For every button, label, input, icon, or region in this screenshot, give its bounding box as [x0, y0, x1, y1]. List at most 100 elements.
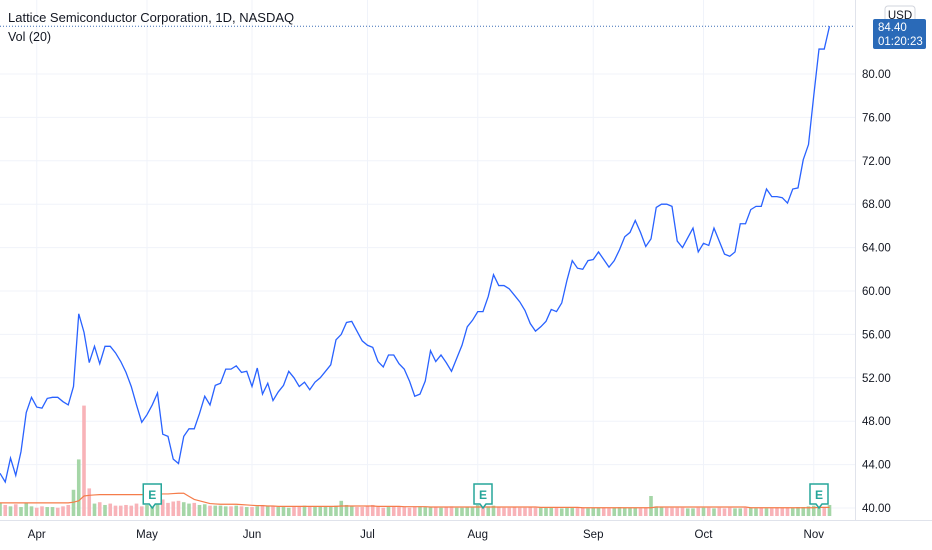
volume-bar: [706, 507, 711, 516]
volume-bar: [769, 508, 774, 516]
volume-bar: [13, 504, 18, 516]
volume-bar: [276, 507, 281, 516]
volume-bar: [250, 507, 254, 516]
time-tick-label: Jun: [243, 529, 262, 541]
price-tick-label: 52.00: [862, 373, 891, 385]
volume-bar: [0, 502, 2, 516]
volume-bar: [40, 506, 44, 516]
volume-bar: [717, 507, 722, 516]
volume-bar: [61, 506, 65, 516]
price-tick-label: 80.00: [862, 69, 891, 81]
volume-bar: [628, 507, 632, 516]
price-tick-label: 76.00: [862, 112, 891, 124]
volume-bar: [428, 507, 433, 516]
volume-bar: [533, 507, 538, 516]
volume-bar: [675, 507, 680, 516]
chart-title: Lattice Semiconductor Corporation, 1D, N…: [8, 10, 294, 25]
volume-bar: [139, 506, 144, 516]
volume-bar: [423, 507, 428, 516]
volume-bar: [19, 507, 23, 516]
price-tick-label: 72.00: [862, 156, 891, 168]
volume-bar: [402, 507, 407, 516]
price-axis[interactable]: 40.00 44.00 48.00 52.00 56.00 60.00 64.00 68.00…: [862, 69, 891, 515]
volume-bar: [517, 507, 522, 516]
volume-bar: [601, 507, 606, 516]
volume-bar: [323, 506, 328, 516]
volume-bar: [596, 507, 601, 516]
volume-bar: [507, 507, 512, 516]
earnings-marker[interactable]: E: [142, 483, 162, 510]
volume-bar: [166, 502, 170, 516]
last-price-badge: [873, 19, 926, 49]
volume-bar: [738, 508, 743, 516]
volume-bar: [570, 507, 575, 516]
volume-bar: [670, 507, 674, 516]
earnings-marker-shape: [473, 483, 493, 510]
volume-bar: [397, 507, 401, 516]
volume-bar: [181, 502, 186, 516]
volume-bar: [334, 505, 338, 516]
volume-bar: [339, 500, 344, 516]
volume-bar: [87, 488, 92, 516]
volume-bar: [796, 507, 800, 516]
volume-bar: [45, 507, 50, 516]
volume-bar: [806, 506, 811, 516]
volume-bar: [575, 507, 580, 516]
volume-bar: [286, 507, 291, 516]
volume-bar: [29, 506, 34, 516]
volume-bar: [654, 506, 659, 516]
volume-bar: [370, 504, 375, 516]
volume-bar: [664, 507, 669, 516]
volume-bar: [811, 505, 816, 516]
volume-bar: [680, 507, 685, 516]
volume-bar: [208, 505, 212, 516]
earnings-marker[interactable]: E: [809, 483, 829, 510]
volume-bar: [318, 506, 323, 516]
volume-bar: [365, 506, 370, 516]
volume-bar: [244, 507, 249, 516]
volume-bar: [470, 507, 475, 516]
volume-bar: [271, 505, 275, 516]
volume-bar: [376, 507, 380, 516]
volume-bar: [302, 505, 307, 516]
volume-bar: [785, 507, 790, 516]
volume-bar: [103, 504, 107, 516]
volume-bar: [134, 503, 139, 516]
volume-bar: [622, 507, 627, 516]
volume-bar: [381, 507, 386, 516]
volume-bar: [444, 507, 449, 516]
price-tick-label: 40.00: [862, 503, 891, 515]
time-axis[interactable]: Apr May Jun Jul Aug Sep Oct Nov: [28, 529, 824, 541]
volume-bar: [827, 504, 832, 516]
volume-bar: [171, 501, 176, 516]
volume-bar: [643, 507, 648, 516]
volume-bar: [229, 506, 233, 516]
volume-bar: [659, 507, 664, 516]
volume-bar: [607, 508, 611, 516]
time-tick-label: Oct: [695, 529, 714, 541]
volume-bar: [801, 507, 806, 516]
volume-bar: [465, 507, 470, 516]
volume-bar: [407, 507, 412, 516]
volume-ma-line: [0, 492, 830, 509]
volume-bar: [355, 507, 359, 516]
volume-bar: [586, 508, 590, 516]
volume-bar: [412, 507, 417, 516]
price-series-line[interactable]: [0, 26, 831, 484]
volume-bar: [92, 503, 97, 516]
volume-bar: [696, 507, 701, 516]
volume-bar: [685, 508, 690, 516]
time-tick-label: Aug: [468, 529, 488, 541]
earnings-marker[interactable]: E: [473, 483, 493, 510]
volume-bar: [580, 507, 585, 516]
volume-bar: [391, 506, 396, 516]
volume-bar: [454, 507, 459, 516]
time-tick-label: Sep: [583, 529, 603, 541]
volume-bar: [449, 506, 454, 516]
volume-indicator-label[interactable]: Vol (20): [8, 30, 51, 44]
volume-bar: [727, 507, 732, 516]
volume-bar: [118, 505, 123, 516]
price-tick-label: 68.00: [862, 199, 891, 211]
